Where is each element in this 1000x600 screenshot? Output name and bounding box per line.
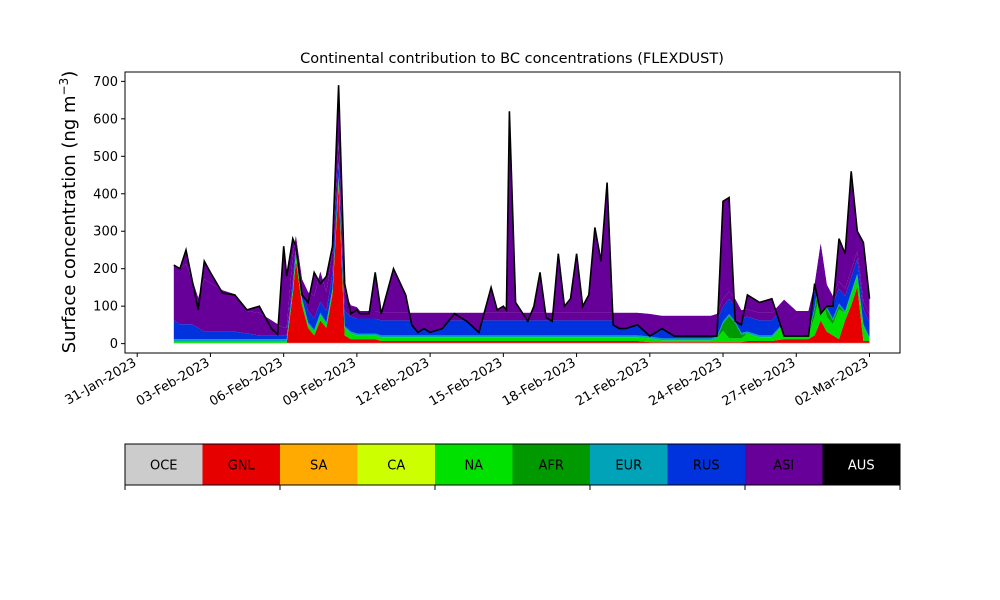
stack-layers [173,85,870,344]
legend-swatch-aus [822,444,901,485]
y-axis-label: Surface concentration (ng m−3) [57,71,80,354]
y-tick-label: 200 [93,262,118,277]
legend-swatch-afr [512,444,591,485]
x-tick-label: 27-Feb-2023 [720,355,799,409]
x-tick-label: 06-Feb-2023 [207,355,286,409]
legend-swatch-gnl [202,444,281,485]
legend-label-gnl: GNL [228,459,256,474]
legend-swatch-asi [745,444,823,485]
y-tick-label: 0 [110,337,118,352]
legend-label-oce: OCE [150,459,178,474]
chart-title: Continental contribution to BC concentra… [300,51,724,67]
legend-frame [124,443,901,486]
x-tick-label: 18-Feb-2023 [500,355,579,409]
legend-label-na: NA [464,459,483,474]
legend-swatch-eur [590,444,668,485]
x-tick-label: 12-Feb-2023 [354,355,433,409]
y-tick-label: 100 [93,300,118,315]
legend-label-afr: AFR [539,459,564,474]
legend-swatch-oce [125,444,203,485]
x-tick-label: 15-Feb-2023 [427,355,506,409]
legend-label-asi: ASI [773,459,794,474]
y-axis: 0 100 200 300 400 500 600 700 [93,75,125,352]
plot-frame [124,71,901,354]
x-tick-label: 31-Jan-2023 [63,355,140,408]
x-tick-label: 21-Feb-2023 [573,355,652,409]
x-tick-label: 09-Feb-2023 [280,355,359,409]
y-tick-label: 700 [93,75,118,90]
legend-label-ca: CA [387,459,405,474]
legend-label-aus: AUS [848,459,875,474]
legend-label-sa: SA [310,459,327,474]
legend-swatch-sa [280,444,358,485]
x-axis: 31-Jan-202303-Feb-202306-Feb-202309-Feb-… [63,353,871,410]
y-tick-label: 600 [93,112,118,127]
legend-colorbar: OCE GNL SA CA NA AFR EUR RUS ASI AUS [124,443,901,490]
legend-swatch-rus [667,444,746,485]
y-tick-label: 500 [93,150,118,165]
area-oce [173,342,870,344]
total-outline [173,85,871,338]
y-tick-label: 400 [93,187,118,202]
x-tick-label: 03-Feb-2023 [134,355,213,409]
area-asi-envelope [173,85,870,337]
x-tick-label: 24-Feb-2023 [646,355,725,409]
legend-swatch-ca [357,444,436,485]
x-tick-label: 02-Mar-2023 [792,355,871,409]
legend-label-eur: EUR [615,459,642,474]
y-tick-label: 300 [93,225,118,240]
plot-area [124,71,901,354]
legend-swatch-na [435,444,513,485]
legend-label-rus: RUS [693,459,720,474]
